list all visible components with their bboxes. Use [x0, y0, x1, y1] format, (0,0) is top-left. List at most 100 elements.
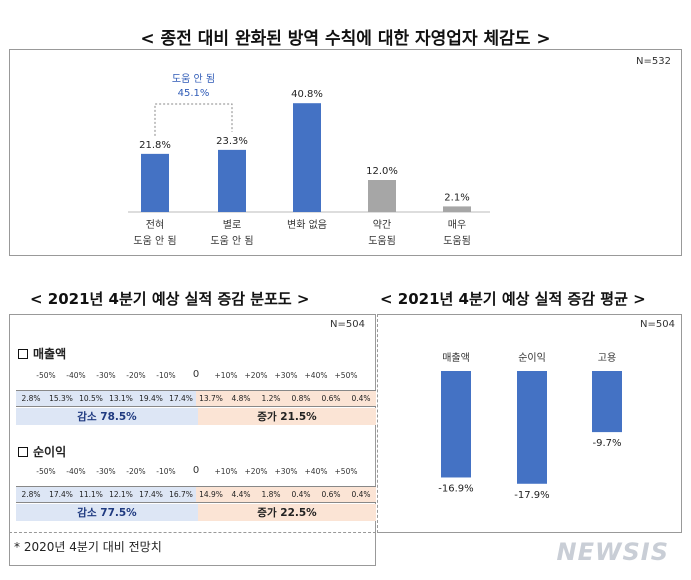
sample-size-label: N=532: [636, 56, 671, 67]
category-label: 매출액: [442, 352, 470, 364]
distribution-cell: 15.3%: [46, 390, 76, 407]
profit-distribution-row: 2.8% 17.4% 11.1% 12.1% 17.4% 16.7% 14.9% 4.4% 1.…: [16, 486, 376, 503]
bar: [592, 371, 622, 433]
tick-label: -50%: [36, 467, 56, 476]
tick-row-revenue: -50% -40% -30% -20% -10% 0 +10% +20% +30% +40% +50…: [16, 369, 376, 385]
annotation-value: 45.1%: [178, 88, 210, 99]
distribution-cell: 0.4%: [346, 486, 376, 503]
distribution-cell: 4.8%: [226, 390, 256, 407]
bar-value-label: -17.9%: [514, 490, 549, 501]
bar: [443, 206, 471, 212]
category-label: 매우: [448, 219, 466, 231]
distribution-cell: 0.4%: [346, 390, 376, 407]
bar-value-label: -16.9%: [438, 483, 473, 494]
average-chart-panel: N=504 매출액 -16.9% 순이익 -17.9% 고용 -9.7%: [377, 314, 682, 533]
checkbox-square-icon: [18, 446, 28, 457]
distribution-cell: 2.8%: [16, 486, 46, 503]
tick-label: +50%: [334, 371, 358, 380]
revenue-distribution-row: 2.8% 15.3% 10.5% 13.1% 19.4% 17.4% 13.7% 4.8% 1.…: [16, 390, 376, 407]
distribution-cell: 16.7%: [166, 486, 196, 503]
category-label: 도움 안 됨: [210, 235, 253, 247]
revenue-decrease-total: 감소 78.5%: [16, 408, 198, 425]
tick-row-profit: -50% -40% -30% -20% -10% 0 +10% +20% +30% +40% +50…: [16, 465, 376, 481]
profit-section-header: 순이익: [18, 443, 66, 460]
revenue-section-title: 매출액: [33, 347, 67, 361]
chart-title-distribution: < 2021년 4분기 예상 실적 증감 분포도 >: [30, 290, 310, 308]
distribution-cell: 11.1%: [76, 486, 106, 503]
revenue-summary-bar: 감소 78.5% 증가 21.5%: [16, 408, 376, 425]
bar: [441, 371, 471, 478]
footnote: * 2020년 4분기 대비 전망치: [14, 540, 162, 554]
distribution-cell: 0.6%: [316, 390, 346, 407]
category-label: 전혀: [146, 219, 164, 231]
average-bar-chart: 매출액 -16.9% 순이익 -17.9% 고용 -9.7%: [438, 352, 622, 501]
tick-label: -20%: [126, 371, 146, 380]
sample-size-label: N=504: [330, 319, 365, 330]
bar: [293, 103, 321, 212]
category-label: 약간: [373, 219, 391, 231]
revenue-section-header: 매출액: [18, 345, 66, 362]
category-label: 도움 안 됨: [133, 235, 176, 247]
revenue-increase-total: 증가 21.5%: [198, 408, 376, 425]
tick-label: +20%: [244, 371, 268, 380]
checkbox-square-icon: [18, 348, 28, 359]
watermark-logo: NEWSIS: [556, 538, 669, 566]
bar-value-label: 40.8%: [291, 89, 323, 100]
tick-label: +20%: [244, 467, 268, 476]
distribution-cell: 14.9%: [196, 486, 226, 503]
distribution-cell: 17.4%: [136, 486, 166, 503]
bar: [218, 149, 246, 212]
distribution-cell: 13.1%: [106, 390, 136, 407]
distribution-cell: 12.1%: [106, 486, 136, 503]
tick-label: 0: [192, 465, 200, 476]
satisfaction-chart-panel: N=532 21.8% 전혀 도움 안 됨 23.3% 별로 도움 안 됨 40.8% 변화 …: [9, 49, 682, 256]
bar-value-label: 21.8%: [139, 140, 171, 151]
profit-summary-bar: 감소 77.5% 증가 22.5%: [16, 504, 376, 521]
tick-label: +50%: [334, 467, 358, 476]
tick-label: -40%: [66, 371, 86, 380]
bar-value-label: 2.1%: [444, 192, 469, 203]
category-label: 변화 없음: [287, 218, 327, 231]
chart-title-satisfaction: < 종전 대비 완화된 방역 수칙에 대한 자영업자 체감도 >: [140, 29, 551, 49]
distribution-cell: 17.4%: [46, 486, 76, 503]
tick-label: -30%: [96, 467, 116, 476]
tick-label: -10%: [156, 467, 176, 476]
profit-increase-total: 증가 22.5%: [198, 504, 376, 521]
category-label: 도움됨: [443, 235, 471, 247]
distribution-cell: 1.8%: [256, 486, 286, 503]
bar-value-label: 12.0%: [366, 166, 398, 177]
distribution-cell: 2.8%: [16, 390, 46, 407]
tick-label: +40%: [304, 371, 328, 380]
tick-label: -50%: [36, 371, 56, 380]
distribution-panel: N=504 매출액 -50% -40% -30% -20% -10% 0 +10% +20% +…: [9, 314, 376, 566]
tick-label: 0: [192, 369, 200, 380]
tick-label: -10%: [156, 371, 176, 380]
bar-value-label: -9.7%: [592, 438, 621, 449]
profit-decrease-total: 감소 77.5%: [16, 504, 198, 521]
bar-value-label: 23.3%: [216, 136, 248, 147]
category-label: 별로: [223, 219, 241, 231]
category-label: 순이익: [518, 352, 546, 364]
distribution-cell: 1.2%: [256, 390, 286, 407]
tick-label: +30%: [274, 467, 298, 476]
tick-label: +40%: [304, 467, 328, 476]
annotation-label: 도움 안 됨: [172, 73, 215, 85]
tick-label: -20%: [126, 467, 146, 476]
distribution-cell: 19.4%: [136, 390, 166, 407]
distribution-cell: 0.4%: [286, 486, 316, 503]
bar: [141, 153, 169, 212]
category-label: 도움됨: [368, 235, 396, 247]
tick-label: +10%: [214, 467, 238, 476]
chart-title-average: < 2021년 4분기 예상 실적 증감 평균 >: [380, 290, 646, 308]
distribution-cell: 17.4%: [166, 390, 196, 407]
tick-label: -30%: [96, 371, 116, 380]
sample-size-label: N=504: [640, 319, 675, 330]
tick-label: +30%: [274, 371, 298, 380]
distribution-cell: 0.8%: [286, 390, 316, 407]
bar: [368, 180, 396, 212]
tick-label: +10%: [214, 371, 238, 380]
bar: [517, 371, 547, 484]
annotation-bracket: [154, 103, 233, 136]
distribution-cell: 10.5%: [76, 390, 106, 407]
